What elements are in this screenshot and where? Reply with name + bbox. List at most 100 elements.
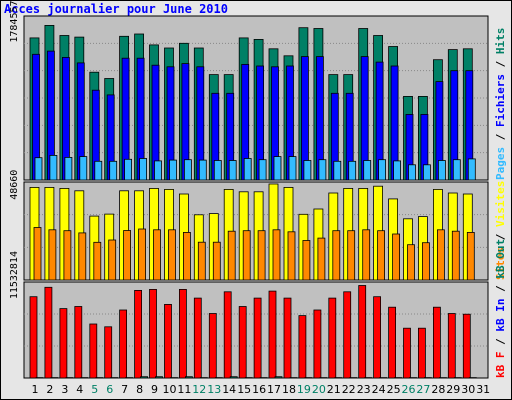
x-tick-label-day-3: 3 — [61, 383, 68, 396]
bar-pages-day-29 — [452, 159, 461, 181]
legend-item-sites: Sites — [494, 247, 507, 280]
bar-pages-day-5 — [94, 160, 103, 181]
bar-kb-f-day-16 — [253, 297, 262, 379]
bar-kb-f-day-26 — [403, 327, 411, 379]
bar-pages-day-24 — [378, 159, 387, 181]
x-tick-label-day-11: 11 — [177, 383, 191, 396]
bar-pages-day-17 — [273, 156, 282, 181]
y-axis-value-bottom: 11532814 — [9, 251, 20, 299]
x-tick-label-day-17: 17 — [267, 383, 281, 396]
bar-sites-day-24 — [377, 230, 386, 281]
x-tick-label-day-5: 5 — [91, 383, 98, 396]
bar-kb-f-day-13 — [208, 313, 217, 379]
bar-sites-day-11 — [182, 231, 191, 281]
bar-sites-day-7 — [123, 230, 131, 281]
bar-pages-day-27 — [422, 164, 431, 181]
bar-sites-day-17 — [272, 229, 281, 281]
bar-pages-day-21 — [333, 160, 342, 181]
bar-sites-day-22 — [347, 230, 356, 281]
legend-item-fichiers: Fichiers — [494, 74, 507, 127]
bar-sites-day-28 — [436, 229, 445, 281]
bar-kb-f-day-20 — [313, 309, 322, 379]
legend-item-hits: Hits — [494, 28, 507, 55]
bar-kb-f-day-18 — [283, 297, 292, 379]
x-tick-label-day-28: 28 — [431, 383, 445, 396]
bar-pages-day-30 — [467, 158, 476, 181]
bar-pages-day-9 — [154, 160, 162, 181]
bar-sites-day-8 — [138, 228, 147, 281]
x-tick-label-day-8: 8 — [136, 383, 143, 396]
x-tick-label-day-22: 22 — [342, 383, 356, 396]
bar-pages-day-11 — [183, 159, 192, 181]
bar-pages-day-14 — [228, 160, 237, 181]
x-tick-label-day-9: 9 — [151, 383, 158, 396]
y-axis-value-middle: 48660 — [9, 170, 20, 200]
x-tick-label-day-26: 26 — [402, 383, 416, 396]
bar-kb-f-day-17 — [268, 290, 277, 379]
bar-sites-day-25 — [392, 233, 401, 281]
bar-pages-day-20 — [318, 159, 327, 181]
bar-sites-day-18 — [287, 231, 296, 281]
bar-kb-out-day-14 — [229, 376, 238, 379]
bar-sites-day-21 — [332, 230, 341, 281]
bar-kb-f-day-10 — [164, 303, 172, 379]
bar-kb-out-day-9 — [155, 376, 163, 379]
x-tick-label-day-31: 31 — [476, 383, 490, 396]
legend-bottom: kB F / kB In / kB Out — [494, 239, 507, 378]
legend-item-kb-in: kB In — [494, 299, 507, 332]
bar-sites-day-10 — [168, 229, 176, 281]
y-axis-value-top: 1784557 — [9, 0, 20, 42]
x-tick-label-day-24: 24 — [372, 383, 386, 396]
bar-pages-day-16 — [258, 159, 267, 181]
legend-item-pages: Pages — [494, 147, 507, 180]
x-tick-label-day-13: 13 — [207, 383, 221, 396]
chart-title: Acces journalier pour June 2010 — [4, 2, 228, 16]
x-tick-label-day-23: 23 — [357, 383, 371, 396]
bar-sites-day-14 — [227, 230, 236, 281]
bar-sites-day-2 — [48, 229, 57, 281]
bar-pages-day-12 — [198, 159, 207, 181]
bar-pages-day-8 — [139, 158, 148, 181]
legend-item-visites: Visites — [494, 181, 507, 227]
legend-top: Pages / Fichiers / Hits — [494, 28, 507, 180]
bar-sites-day-6 — [108, 239, 117, 281]
bar-pages-day-6 — [109, 160, 118, 181]
x-tick-label-day-14: 14 — [222, 383, 236, 396]
bar-pages-day-13 — [213, 160, 222, 181]
bar-sites-day-27 — [421, 242, 430, 281]
x-tick-label-day-21: 21 — [327, 383, 341, 396]
bar-pages-day-3 — [64, 156, 73, 181]
bar-sites-day-15 — [242, 230, 251, 281]
bar-sites-day-4 — [78, 232, 87, 281]
bar-kb-f-day-21 — [328, 297, 337, 379]
x-tick-label-day-12: 12 — [192, 383, 206, 396]
legend-middle: Sites / Visites — [494, 181, 507, 280]
bar-sites-day-5 — [93, 241, 102, 281]
bar-sites-day-19 — [302, 240, 311, 281]
x-tick-label-day-6: 6 — [106, 383, 113, 396]
x-tick-label-day-15: 15 — [237, 383, 251, 396]
bar-pages-day-22 — [348, 160, 357, 181]
bar-kb-f-day-12 — [193, 297, 202, 379]
bar-pages-day-2 — [49, 154, 58, 181]
bar-sites-day-20 — [317, 237, 326, 281]
x-tick-label-day-18: 18 — [282, 383, 296, 396]
bar-pages-day-26 — [408, 164, 416, 181]
bar-kb-f-day-5 — [89, 323, 98, 379]
x-tick-label-day-20: 20 — [312, 383, 326, 396]
bar-pages-day-1 — [34, 157, 43, 181]
bar-pages-day-15 — [243, 158, 252, 181]
bar-kb-f-day-7 — [119, 309, 127, 379]
bar-kb-f-day-22 — [343, 291, 352, 379]
bar-pages-day-28 — [437, 160, 446, 181]
bar-kb-f-day-19 — [298, 315, 307, 379]
bar-kb-out-day-17 — [274, 376, 283, 379]
x-tick-label-day-7: 7 — [121, 383, 128, 396]
bar-kb-f-day-14 — [223, 291, 232, 379]
bar-pages-day-25 — [393, 160, 402, 181]
bar-kb-out-day-8 — [140, 376, 149, 379]
bar-pages-day-23 — [363, 160, 372, 181]
bar-kb-f-day-25 — [388, 306, 397, 379]
bar-sites-day-12 — [197, 241, 206, 281]
